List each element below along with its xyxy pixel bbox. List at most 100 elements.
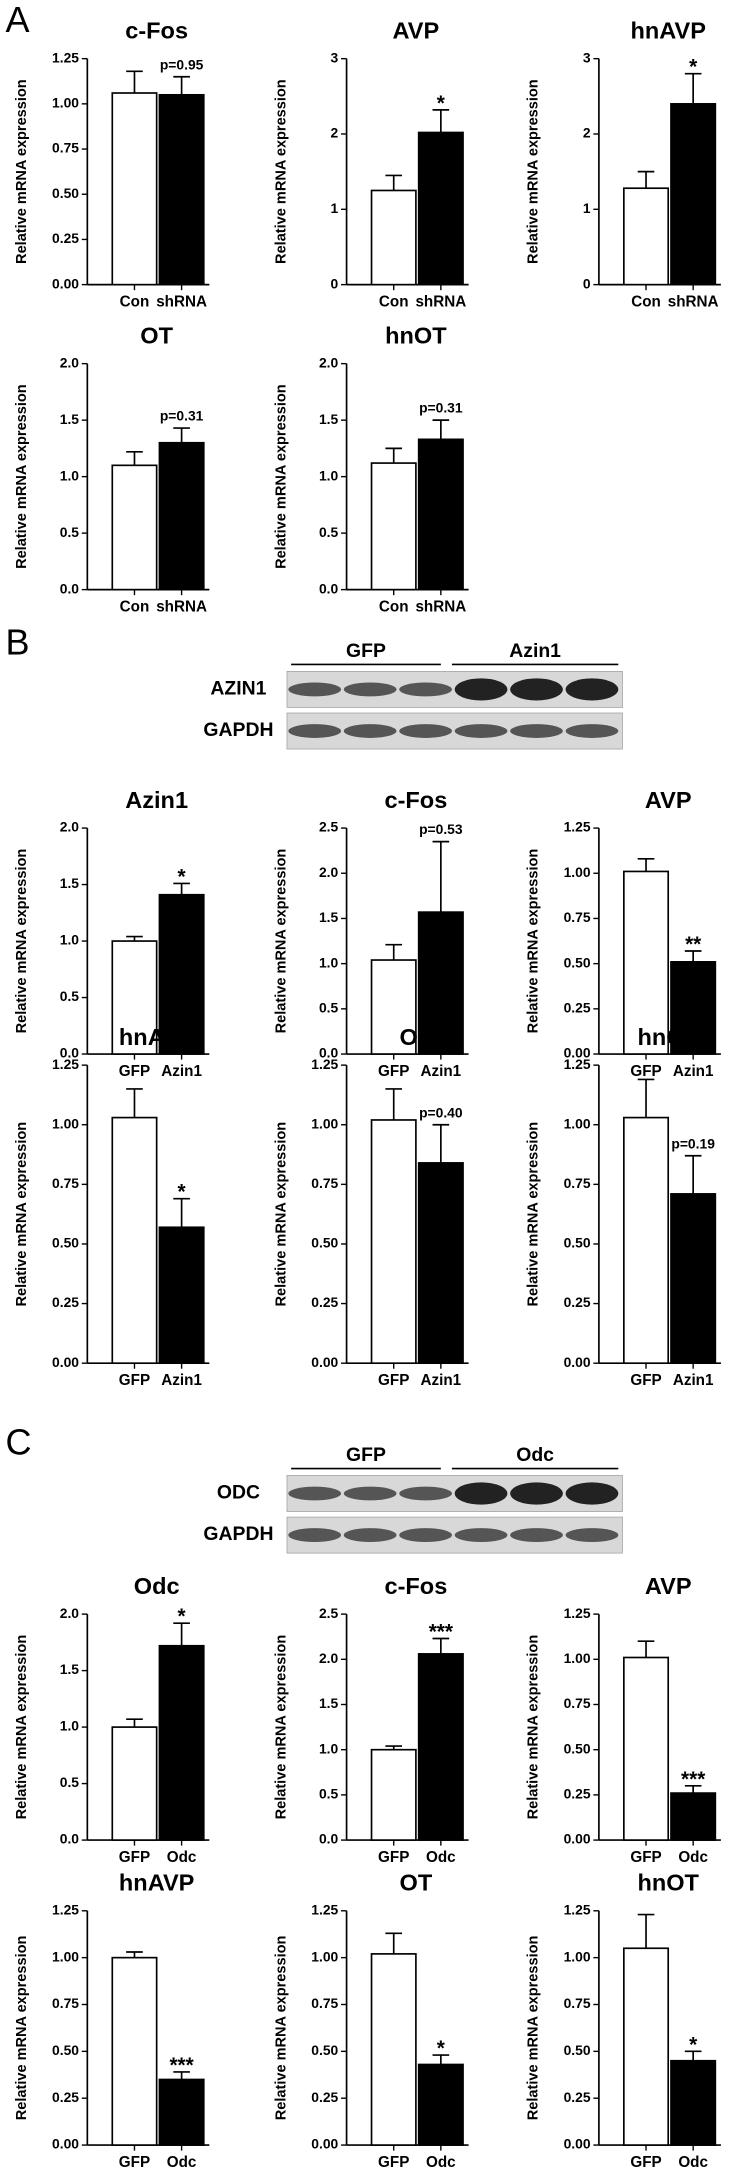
y-tick-label: 1.5 [60,875,80,891]
bar [111,464,158,591]
chart-title: Odc [134,1573,180,1599]
annotation: *** [681,1768,706,1791]
blot-group-label: Azin1 [509,640,561,662]
chart-title: c-Fos [384,1573,447,1599]
blot-band [565,724,619,738]
y-tick-label: 0.25 [564,1786,591,1802]
blot-band [454,724,508,738]
y-tick-label: 0.0 [60,580,80,596]
y-tick-label: 2.0 [319,864,339,880]
y-tick-label: 0.50 [564,1740,591,1756]
y-tick-label: 0.50 [311,1235,338,1251]
annotation: p=0.40 [419,1104,463,1120]
chart-title: OT [400,1024,433,1050]
y-tick-label: 1.25 [311,1901,338,1917]
y-tick-label: 0.25 [311,1294,338,1310]
y-tick-label: 2.5 [319,819,339,835]
y-tick-label: 1.25 [52,1056,79,1072]
y-tick-label: 0.25 [564,2089,591,2105]
y-tick-label: 1.00 [564,864,591,880]
y-tick-label: 1.00 [311,1115,338,1131]
x-tick-label: shRNA [156,599,207,616]
x-tick-label: GFP [119,1063,150,1080]
y-axis-label: Relative mRNA expression [273,79,289,264]
blot-band [343,1486,397,1501]
chart-title: OT [140,323,173,349]
x-tick-label: GFP [630,1849,661,1866]
bar [370,1953,417,2146]
chart-title: hnAVP [119,1024,194,1050]
annotation: p=0.19 [671,1135,715,1151]
blot-band [343,724,397,738]
x-tick-label: shRNA [415,294,466,311]
y-tick-label: 0.5 [319,524,339,540]
annotation: p=0.31 [160,408,204,424]
chart-title: hnAVP [630,18,705,44]
blot-band [399,1486,452,1501]
panel-label: C [6,1421,32,1462]
blot-group-label: Odc [516,1444,554,1466]
y-tick-label: 2.0 [60,1605,80,1621]
x-tick-label: Azin1 [161,1372,202,1389]
y-tick-label: 1.00 [564,1948,591,1964]
y-tick-label: 0.50 [52,2042,79,2058]
y-axis-label: Relative mRNA expression [273,1936,289,2121]
y-tick-label: 1 [331,200,339,216]
x-tick-label: GFP [119,2154,150,2171]
blot-band [399,724,452,738]
y-tick-label: 1.25 [564,819,591,835]
blot-band [343,1528,397,1543]
bar [670,1792,717,1841]
bar [111,1726,158,1841]
x-tick-label: GFP [378,2154,409,2171]
y-tick-label: 1.25 [564,1605,591,1621]
bar [111,1116,158,1365]
y-tick-label: 0.00 [564,1045,591,1061]
bar [370,462,417,591]
bar [417,911,464,1055]
y-tick-label: 1.00 [52,1948,79,1964]
chart-title: Azin1 [125,787,188,813]
y-tick-label: 0.0 [60,1831,80,1847]
bar [623,1656,670,1841]
bar [670,1193,717,1365]
y-axis-label: Relative mRNA expression [526,849,542,1034]
annotation: * [178,865,187,888]
y-tick-label: 0.0 [319,580,339,596]
y-tick-label: 0.75 [52,140,79,156]
y-tick-label: 2 [583,125,591,141]
blot-band [565,678,619,701]
blot-band [565,1528,619,1543]
blot-band [510,1528,563,1543]
y-tick-label: 1.0 [60,467,80,483]
annotation: p=0.95 [160,56,204,72]
y-tick-label: 1.25 [564,1056,591,1072]
bar [417,1162,464,1365]
blot-band [510,724,563,738]
bar [158,2078,205,2146]
annotation: * [689,56,698,79]
y-tick-label: 1 [583,200,591,216]
y-tick-label: 0.00 [311,2136,338,2152]
y-tick-label: 0.0 [319,1831,339,1847]
y-tick-label: 0.75 [311,1995,338,2011]
x-tick-label: Con [120,294,150,311]
chart-title: hnOT [637,1024,699,1050]
y-tick-label: 0.75 [564,1175,591,1191]
x-tick-label: Azin1 [421,1063,462,1080]
y-axis-label: Relative mRNA expression [526,1936,542,2121]
x-tick-label: Con [379,294,409,311]
y-tick-label: 0.50 [52,185,79,201]
panel-label: B [6,622,30,663]
blot-band [288,1486,342,1501]
bar [417,2063,464,2146]
y-tick-label: 0.5 [319,1786,339,1802]
y-tick-label: 2.5 [319,1605,339,1621]
bar [111,940,158,1055]
bar [623,1947,670,2146]
y-tick-label: 0.00 [564,2136,591,2152]
x-tick-label: GFP [378,1372,409,1389]
bar [670,2059,717,2146]
blot-group-label: GFP [346,640,386,662]
y-tick-label: 1.0 [60,932,80,948]
